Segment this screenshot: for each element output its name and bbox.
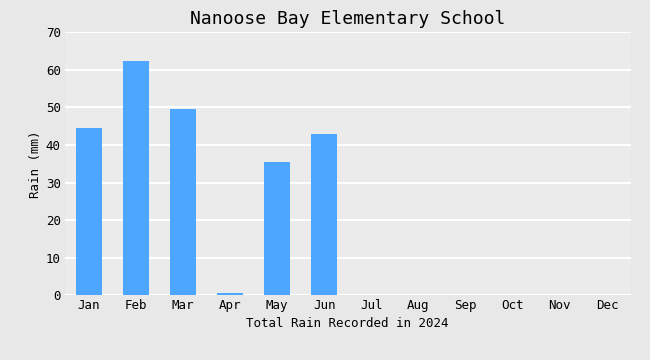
Bar: [170, 109, 196, 295]
Bar: [311, 134, 337, 295]
X-axis label: Total Rain Recorded in 2024: Total Rain Recorded in 2024: [246, 316, 449, 329]
Y-axis label: Rain (mm): Rain (mm): [29, 130, 42, 198]
Bar: [217, 293, 243, 295]
Bar: [75, 128, 101, 295]
Bar: [123, 60, 149, 295]
Title: Nanoose Bay Elementary School: Nanoose Bay Elementary School: [190, 10, 506, 28]
Bar: [264, 162, 290, 295]
